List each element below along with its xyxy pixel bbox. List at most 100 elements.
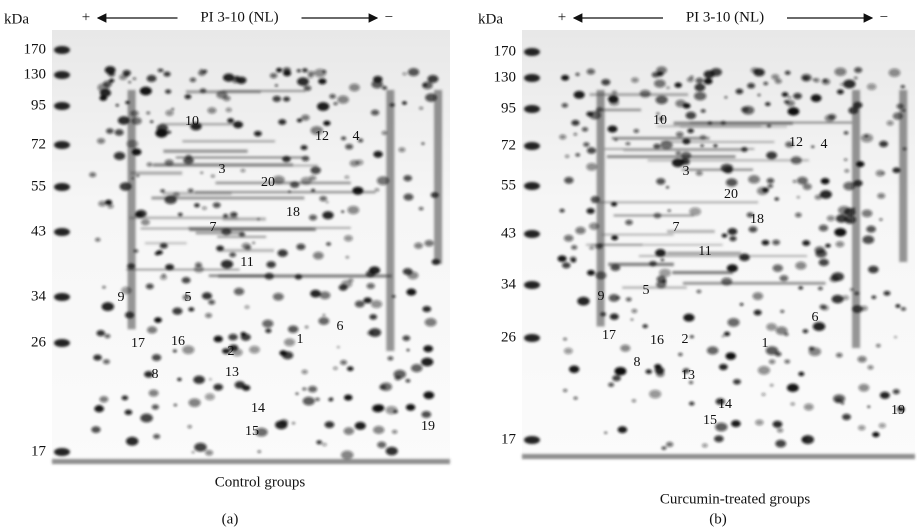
protein-spot xyxy=(824,114,835,122)
protein-spot xyxy=(105,128,114,134)
protein-spot xyxy=(645,369,653,374)
protein-spot xyxy=(682,368,690,374)
protein-spot xyxy=(295,392,299,395)
protein-spot xyxy=(583,142,590,147)
streak xyxy=(608,262,674,267)
protein-spot xyxy=(802,329,809,334)
protein-spot xyxy=(867,365,874,370)
protein-spot xyxy=(655,249,666,257)
mw-label: 95 xyxy=(501,100,516,116)
protein-spot xyxy=(842,295,849,301)
protein-spot xyxy=(564,176,574,184)
protein-spot xyxy=(586,68,596,75)
protein-spot xyxy=(901,109,906,112)
protein-spot xyxy=(287,325,299,334)
protein-spot xyxy=(221,228,232,236)
protein-spot xyxy=(266,261,276,268)
protein-spot xyxy=(310,166,321,175)
protein-spot xyxy=(867,405,871,408)
protein-spot xyxy=(376,176,390,186)
panels: + PI 3-10 (NL) −kDa17013095725543342617101… xyxy=(4,9,915,527)
spot-number: 4 xyxy=(353,129,360,144)
streak xyxy=(162,191,232,196)
protein-spot xyxy=(354,421,366,430)
protein-spot xyxy=(381,86,388,90)
protein-spot xyxy=(570,258,577,263)
protein-spot xyxy=(808,347,822,357)
protein-spot xyxy=(666,86,670,90)
protein-spot xyxy=(667,209,671,212)
streak xyxy=(145,242,187,245)
protein-spot xyxy=(776,428,784,433)
protein-spot xyxy=(173,403,177,407)
protein-spot xyxy=(200,171,204,174)
protein-spot xyxy=(563,234,574,242)
protein-spot xyxy=(264,272,275,280)
protein-spot xyxy=(727,318,740,327)
streak xyxy=(622,286,687,289)
protein-spot xyxy=(345,143,354,150)
spot-number: 10 xyxy=(185,114,199,129)
streak xyxy=(217,235,267,238)
streak xyxy=(127,90,136,330)
streak xyxy=(129,216,238,220)
protein-spot xyxy=(277,249,288,257)
spot-number: 11 xyxy=(698,244,711,259)
protein-spot xyxy=(857,355,867,363)
unit-label: kDa xyxy=(4,11,29,27)
streak xyxy=(638,255,808,257)
protein-spot xyxy=(225,107,232,113)
protein-spot xyxy=(871,295,877,299)
protein-spot xyxy=(422,81,433,90)
streak xyxy=(434,90,443,264)
protein-spot xyxy=(902,147,907,151)
protein-spot xyxy=(740,147,748,152)
protein-spot xyxy=(341,210,345,213)
protein-spot xyxy=(208,299,216,305)
protein-spot xyxy=(419,106,424,110)
protein-spot xyxy=(718,363,728,371)
protein-spot xyxy=(756,186,769,195)
protein-spot xyxy=(302,387,307,391)
protein-spot xyxy=(892,112,904,120)
protein-spot xyxy=(614,366,627,376)
gel-spots xyxy=(522,48,915,459)
protein-spot xyxy=(97,138,106,144)
streak xyxy=(604,148,755,150)
protein-spot xyxy=(661,446,667,450)
protein-spot xyxy=(406,349,410,352)
protein-spot xyxy=(772,420,783,428)
protein-spot xyxy=(796,176,808,185)
protein-spot xyxy=(101,302,115,312)
protein-spot xyxy=(772,239,781,246)
streak xyxy=(175,156,308,159)
protein-spot xyxy=(308,214,318,221)
protein-spot xyxy=(156,250,163,255)
protein-spot xyxy=(99,88,112,97)
protein-spot xyxy=(819,304,827,310)
protein-spot xyxy=(630,318,634,321)
ladder-band xyxy=(54,141,70,149)
protein-spot xyxy=(755,419,764,426)
streak xyxy=(194,190,376,194)
protein-spot xyxy=(735,88,744,95)
protein-spot xyxy=(337,95,349,104)
protein-spot xyxy=(135,209,147,218)
protein-spot xyxy=(568,365,580,373)
protein-spot xyxy=(815,249,827,258)
protein-spot xyxy=(124,311,135,319)
protein-spot xyxy=(403,193,414,201)
protein-spot xyxy=(564,154,570,158)
protein-spot xyxy=(586,207,595,214)
protein-spot xyxy=(114,129,124,136)
protein-spot xyxy=(311,188,316,192)
protein-spot xyxy=(371,80,383,89)
protein-spot xyxy=(322,211,334,220)
protein-spot xyxy=(834,227,847,237)
protein-spot xyxy=(695,77,704,84)
mw-label: 72 xyxy=(31,136,46,152)
ladder-band xyxy=(54,183,70,191)
protein-spot xyxy=(304,325,309,329)
mw-label: 34 xyxy=(501,276,517,292)
